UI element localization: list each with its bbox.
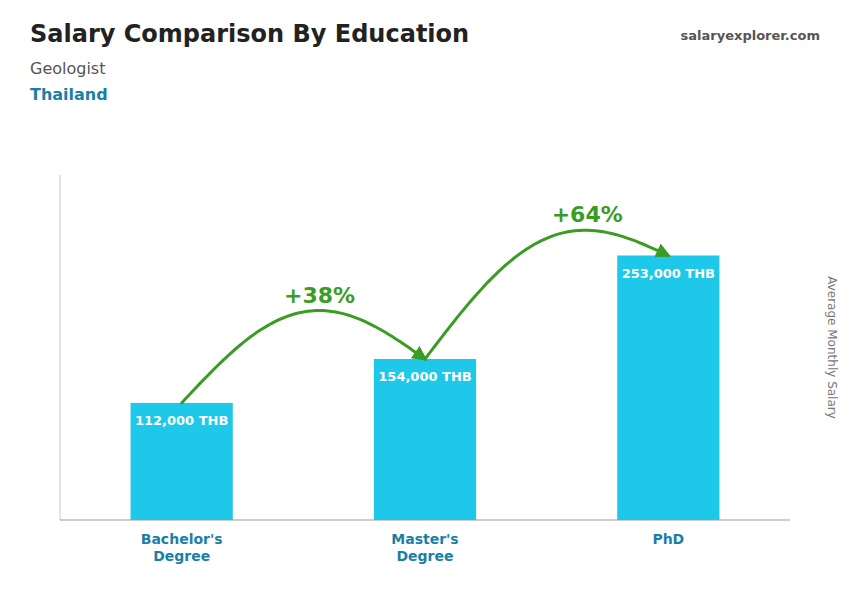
bars — [131, 256, 720, 521]
bar — [374, 359, 476, 520]
y-axis-line — [60, 175, 61, 520]
x-tick-label: PhD — [652, 531, 684, 547]
bar — [617, 256, 719, 521]
change-arrow — [425, 230, 668, 359]
annotation: +38% — [284, 283, 355, 308]
x-tick-label: Bachelor'sDegree — [141, 531, 223, 564]
data-label: 253,000 THB — [622, 266, 715, 281]
bar — [131, 403, 233, 520]
subtitle: Thailand — [30, 85, 108, 104]
x-tick-label: Master'sDegree — [391, 531, 458, 564]
annotation: +64% — [552, 202, 623, 227]
source: salaryexplorer.com — [681, 28, 820, 43]
chart: Salary Comparison By Education Geologist T… — [0, 0, 850, 606]
title: Salary Comparison By Education — [30, 20, 469, 48]
subtitle: Geologist — [30, 59, 105, 78]
change-arrow — [182, 311, 425, 403]
data-label: 112,000 THB — [135, 413, 228, 428]
data-label: 154,000 THB — [378, 369, 471, 384]
y-axis-label: Average Monthly Salary — [825, 276, 839, 419]
